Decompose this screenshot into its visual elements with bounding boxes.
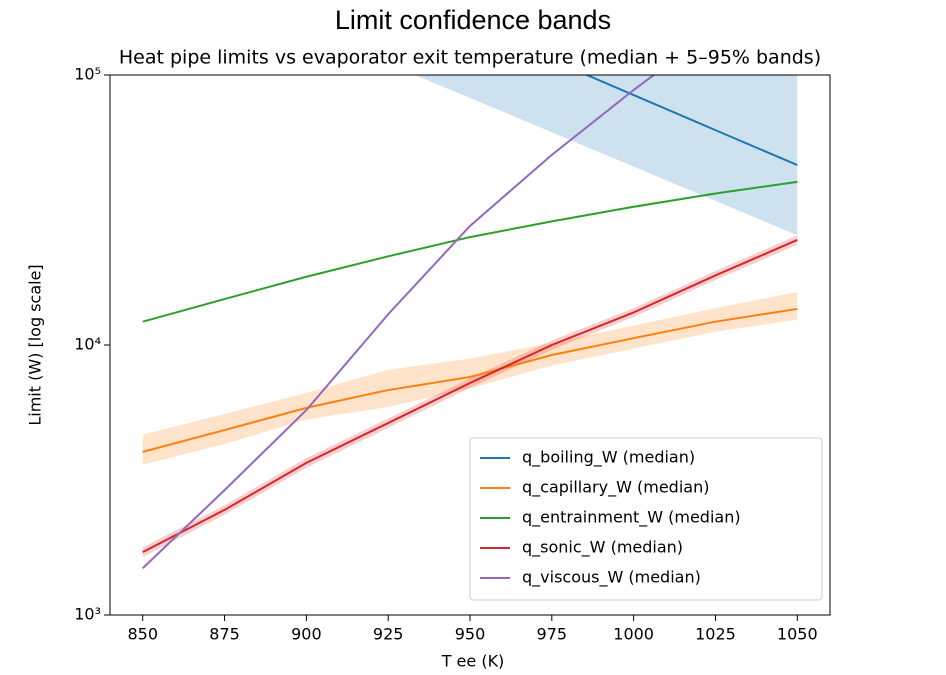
x-tick-label: 1050 [777, 625, 818, 644]
x-tick-label: 975 [537, 625, 568, 644]
series-line [142, 239, 798, 553]
y-tick-label: 10⁵ [74, 65, 101, 84]
legend-label: q_entrainment_W (median) [522, 508, 741, 528]
legend-label: q_boiling_W (median) [522, 448, 695, 468]
x-tick-label: 900 [291, 625, 322, 644]
legend-box [469, 437, 823, 601]
series-line [142, 75, 656, 569]
series-line [142, 307, 798, 453]
x-tick-label: 1025 [695, 625, 736, 644]
y-tick-label: 10⁴ [74, 335, 101, 354]
x-axis-label: T ee (K) [441, 652, 505, 671]
chart-subtitle: Heat pipe limits vs evaporator exit temp… [119, 47, 821, 69]
legend-label: q_sonic_W (median) [522, 538, 683, 558]
y-axis-label: Limit (W) [log scale] [26, 264, 45, 425]
legend-label: q_capillary_W (median) [522, 478, 709, 498]
confidence-band [414, 75, 798, 236]
confidence-band [142, 292, 798, 465]
x-tick-label: 1000 [613, 625, 654, 644]
x-tick-label: 875 [209, 625, 240, 644]
y-tick-label: 10³ [74, 605, 101, 624]
chart-title: Limit confidence bands [335, 5, 611, 35]
x-tick-label: 850 [127, 625, 158, 644]
x-tick-label: 950 [455, 625, 486, 644]
series-line [584, 75, 798, 166]
confidence-band [142, 235, 798, 557]
series-line [142, 180, 798, 323]
legend-label: q_viscous_W (median) [522, 568, 701, 588]
x-tick-label: 925 [373, 625, 404, 644]
